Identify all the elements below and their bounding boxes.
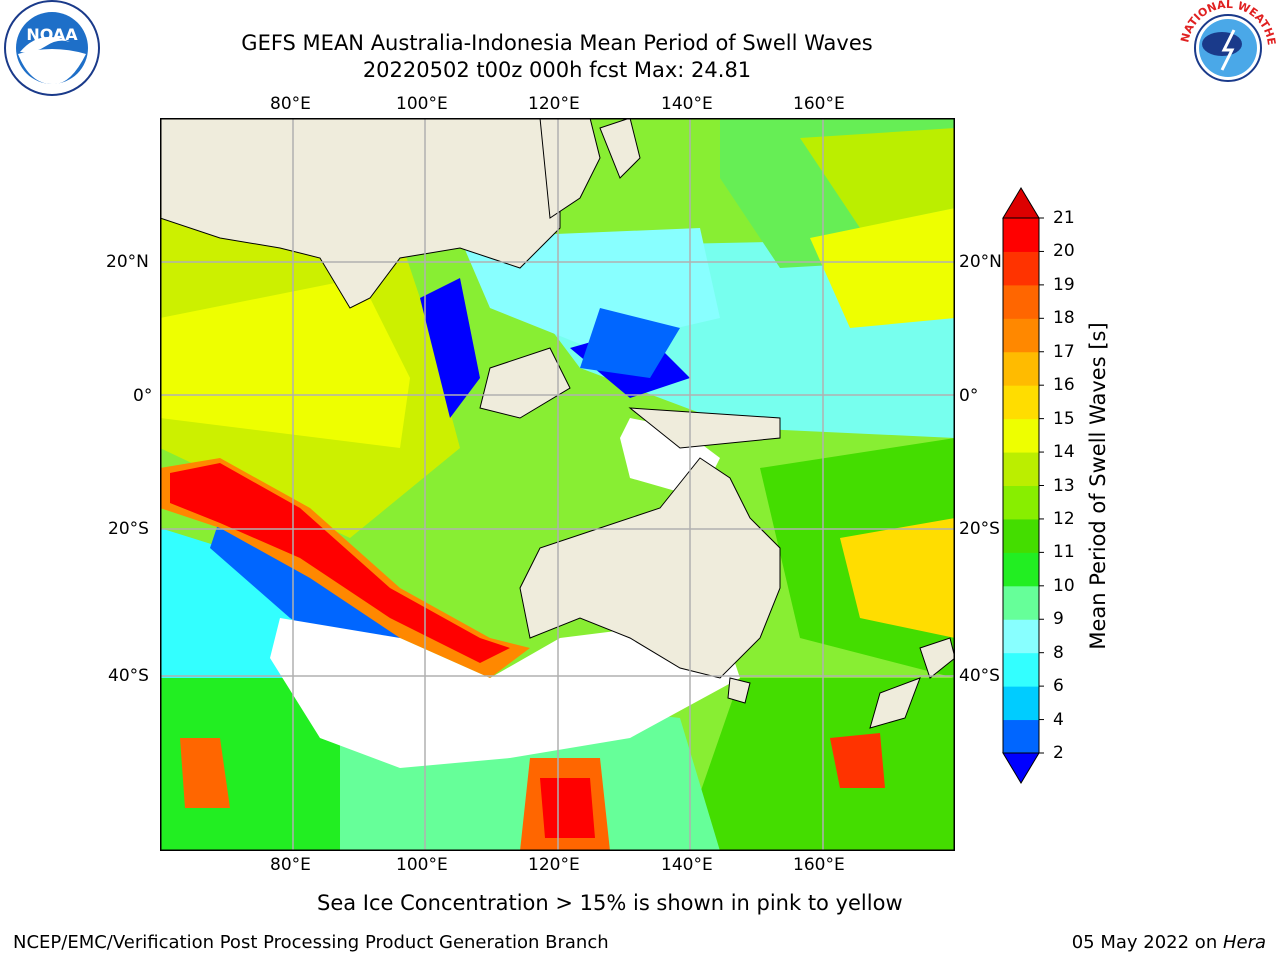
- colorbar-segment: [1003, 652, 1039, 687]
- lon-tick-bottom: 160°E: [793, 855, 845, 875]
- colorbar-over-arrow: [1002, 187, 1040, 219]
- graticule: [160, 118, 955, 851]
- colorbar-segment: [1003, 218, 1039, 252]
- lat-tick-right: 20°N: [959, 252, 1002, 272]
- colorbar-title: Mean Period of Swell Waves [s]: [1086, 322, 1110, 650]
- lat-tick-right: 20°S: [959, 519, 1000, 539]
- colorbar-tick-label: 15: [1053, 408, 1075, 429]
- masked-area: [270, 618, 740, 768]
- colorbar-segment: [1003, 552, 1039, 587]
- noaa-logo: NOAA: [4, 0, 100, 96]
- colorbar-tick-label: 18: [1053, 308, 1075, 329]
- colorbar-segment: [1003, 251, 1039, 286]
- lon-tick-top: 100°E: [396, 94, 448, 114]
- lat-tick-left: 20°S: [108, 519, 149, 539]
- lat-tick-left: 40°S: [108, 666, 149, 686]
- lon-tick-top: 160°E: [793, 94, 845, 114]
- colorbar-segment: [1003, 284, 1039, 319]
- footer-date: 05 May 2022 on: [1071, 932, 1223, 953]
- footer-left: NCEP/EMC/Verification Post Processing Pr…: [13, 932, 609, 953]
- map-frame: [160, 118, 955, 851]
- colorbar-tick-label: 20: [1053, 241, 1075, 262]
- colorbar: [1002, 187, 1044, 784]
- colorbar-tick-label: 6: [1053, 676, 1064, 697]
- footer-machine: Hera: [1222, 932, 1266, 953]
- new-zealand-south: [869, 677, 921, 729]
- colorbar-under-arrow: [1002, 752, 1040, 784]
- lat-tick-left: 20°N: [106, 252, 149, 272]
- colorbar-tick-label: 8: [1053, 642, 1064, 663]
- lat-tick-right: 40°S: [959, 666, 1000, 686]
- lon-tick-bottom: 140°E: [661, 855, 713, 875]
- colorbar-tick-label: 16: [1053, 375, 1075, 396]
- lon-tick-top: 80°E: [270, 94, 311, 114]
- colorbar-tick-label: 10: [1053, 575, 1075, 596]
- colorbar-segment: [1003, 418, 1039, 453]
- new-zealand-north: [919, 637, 955, 679]
- lat-tick-right: 0°: [959, 386, 979, 406]
- colorbar-tick-label: 13: [1053, 475, 1075, 496]
- colorbar-tick-label: 2: [1053, 743, 1064, 763]
- colorbar-tick-label: 12: [1053, 508, 1075, 529]
- colorbar-tick-label: 4: [1053, 709, 1064, 730]
- lon-tick-bottom: 120°E: [528, 855, 580, 875]
- chart-subtitle: 20220502 t00z 000h fcst Max: 24.81: [362, 58, 752, 82]
- lon-tick-bottom: 80°E: [270, 855, 311, 875]
- colorbar-tick-label: 9: [1053, 609, 1064, 630]
- map-panel: [160, 118, 955, 851]
- colorbar-tick-label: 21: [1053, 208, 1075, 228]
- colorbar-segment: [1003, 351, 1039, 386]
- colorbar-tick-label: 11: [1053, 542, 1075, 563]
- footer-right: 05 May 2022 on Hera: [1072, 932, 1266, 953]
- asia-landmass: [160, 118, 561, 309]
- lon-tick-top: 140°E: [661, 94, 713, 114]
- colorbar-tick-label: 14: [1053, 442, 1075, 463]
- lon-tick-top: 120°E: [528, 94, 580, 114]
- lat-tick-left: 0°: [133, 386, 153, 406]
- new-guinea-landmass: [628, 407, 781, 449]
- colorbar-tick-label: 17: [1053, 341, 1075, 362]
- colorbar-segment: [1003, 318, 1039, 353]
- colorbar-tick-label: 19: [1053, 274, 1075, 295]
- sea-ice-notice: Sea Ice Concentration > 15% is shown in …: [317, 891, 903, 915]
- borneo-landmass: [479, 347, 571, 419]
- nws-logo: NATIONAL WEATHER SERVICE: [1176, 0, 1278, 95]
- colorbar-segment: [1003, 485, 1039, 520]
- colorbar-segment: [1003, 452, 1039, 486]
- colorbar-segment: [1003, 585, 1039, 620]
- colorbar-segment: [1003, 518, 1039, 553]
- australia-landmass: [519, 457, 781, 679]
- colorbar-segment: [1003, 619, 1039, 654]
- svg-text:NOAA: NOAA: [26, 25, 78, 44]
- colorbar-segment: [1003, 385, 1039, 420]
- chart-title: GEFS MEAN Australia-Indonesia Mean Perio…: [241, 31, 873, 55]
- colorbar-segment: [1003, 719, 1039, 754]
- colorbar-segment: [1003, 686, 1039, 721]
- lon-tick-bottom: 100°E: [396, 855, 448, 875]
